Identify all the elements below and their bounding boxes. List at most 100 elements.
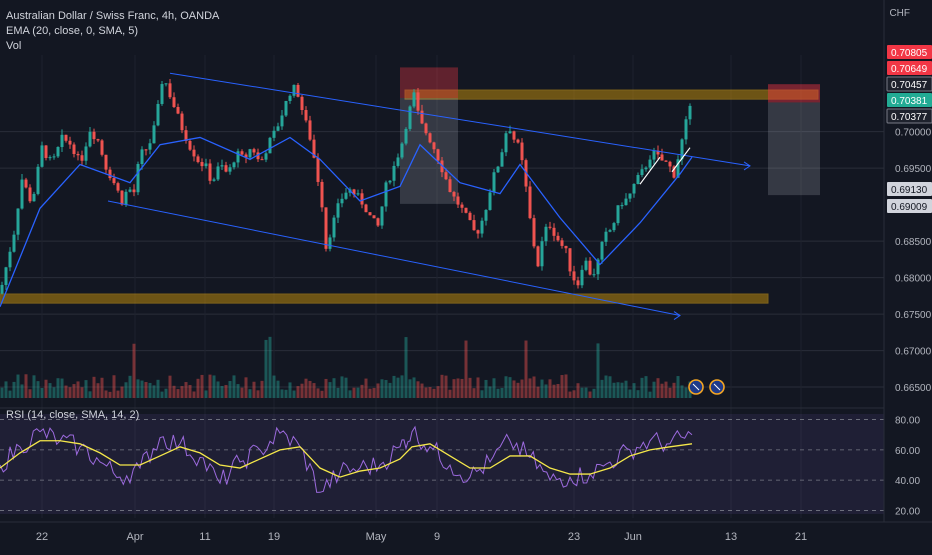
candle-body [72, 144, 76, 155]
volume-bar [640, 377, 644, 398]
volume-bar [608, 376, 612, 398]
volume-bar [308, 380, 312, 398]
vol-legend: Vol [6, 40, 22, 52]
candle-body [368, 212, 372, 216]
candle-body [600, 241, 604, 260]
volume-bar [604, 375, 608, 398]
candles [0, 79, 692, 295]
candle-body [652, 150, 656, 160]
candle-body [96, 139, 100, 141]
volume-bar [240, 387, 244, 398]
time-tick-label: 19 [268, 531, 280, 543]
candle-body [688, 105, 692, 120]
price-badge-label: 0.70457 [891, 80, 928, 91]
volume-bar [536, 386, 540, 398]
volume-bar [20, 384, 24, 398]
candle-body [464, 207, 468, 213]
volume-bar [572, 390, 576, 398]
volume-bar [560, 375, 564, 398]
candle-body [568, 248, 572, 272]
volume-bar [260, 380, 264, 398]
candle-body [380, 206, 384, 226]
price-tick-label: 0.67000 [895, 347, 932, 358]
candle-body [292, 84, 296, 96]
volume-bar [44, 379, 48, 398]
candle-body [0, 284, 4, 294]
volume-bar [256, 390, 260, 398]
volume-bar [168, 375, 172, 398]
volume-bar [200, 374, 204, 398]
candle-body [264, 153, 268, 160]
volume-bar [520, 379, 524, 398]
volume-bar [460, 378, 464, 398]
volume-bar [532, 376, 536, 398]
time-tick-label: 11 [199, 531, 210, 543]
candle-body [684, 119, 688, 140]
volume-bar [324, 378, 328, 398]
candle-body [268, 137, 272, 154]
volume-bar [184, 382, 188, 398]
candle-body [540, 241, 544, 267]
candle-body [308, 120, 312, 140]
price-tick-label: 0.70000 [895, 128, 932, 139]
volume-bar [420, 383, 424, 398]
candle-body [376, 218, 380, 226]
volume-bar [648, 391, 652, 398]
volume-bar [516, 382, 520, 398]
volume-bar [116, 390, 120, 398]
candle-body [608, 230, 612, 232]
volume-bar [624, 380, 628, 398]
candle-body [596, 259, 600, 275]
candle-body [424, 123, 428, 134]
volume-bar [672, 382, 676, 398]
volume-bar [180, 386, 184, 398]
volume-bar [276, 380, 280, 398]
volume-bar [16, 374, 20, 398]
candle-body [656, 150, 660, 155]
volume-bar [344, 377, 348, 398]
time-tick-label: May [366, 531, 387, 543]
volume-bar [660, 383, 664, 398]
volume-bar [392, 375, 396, 398]
volume-bar [128, 375, 132, 398]
candle-body [636, 175, 640, 184]
volume-bar [644, 376, 648, 398]
candle-body [672, 166, 676, 178]
ema-line [0, 136, 693, 308]
volume-bar [280, 389, 284, 398]
volume-bar [664, 381, 668, 398]
trendline [107, 200, 681, 317]
candle-body [288, 95, 292, 101]
candle-body [104, 154, 108, 170]
volume-bars [0, 336, 692, 398]
candle-body [328, 237, 332, 249]
candle-body [88, 131, 92, 147]
rsi-pane [0, 419, 884, 511]
candle-body [400, 143, 404, 158]
candle-body [412, 92, 416, 107]
volume-bar [576, 383, 580, 398]
candle-body [200, 162, 204, 167]
candle-body [140, 149, 144, 165]
candle-body [304, 110, 308, 121]
volume-bar [612, 382, 616, 398]
candle-body [344, 192, 348, 199]
candle-body [300, 96, 304, 111]
volume-bar [4, 381, 8, 398]
candle-body [360, 193, 364, 205]
volume-bar [196, 378, 200, 398]
volume-bar [264, 339, 268, 398]
candle-body [648, 159, 652, 168]
candle-body [260, 159, 264, 161]
volume-bar [568, 391, 572, 398]
candle-body [16, 208, 20, 235]
candle-body [428, 133, 432, 143]
volume-bar [164, 388, 168, 398]
candle-body [436, 149, 440, 161]
volume-bar [236, 384, 240, 398]
candle-body [544, 226, 548, 242]
volume-bar [160, 391, 164, 398]
volume-bar [336, 387, 340, 398]
candle-body [664, 160, 668, 162]
